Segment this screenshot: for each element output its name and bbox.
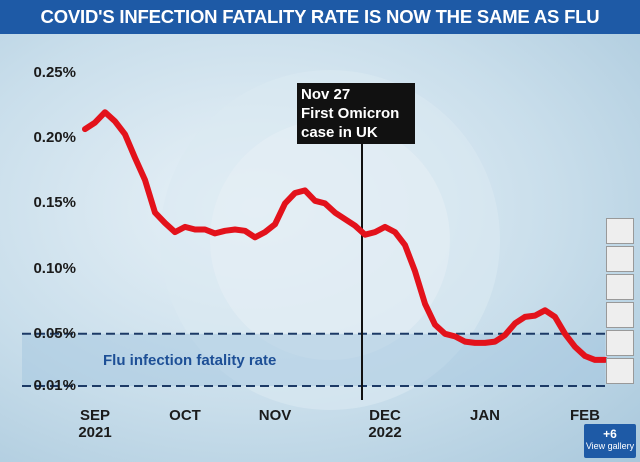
share-more[interactable] — [606, 358, 634, 384]
x-tick-label: NOV — [258, 407, 292, 424]
reference-band — [22, 333, 605, 386]
virus-backdrop — [210, 120, 450, 360]
share-link[interactable] — [606, 330, 634, 356]
share-facebook[interactable] — [606, 218, 634, 244]
y-tick-label: 0.10% — [33, 259, 76, 277]
gallery-count: +6 — [603, 427, 617, 441]
data-line — [82, 109, 608, 363]
share-pinterest[interactable] — [606, 274, 634, 300]
x-tick-label: DEC 2022 — [368, 407, 402, 441]
y-tick-label: 0.05% — [33, 324, 76, 342]
reference-label: Flu infection fatality rate — [103, 352, 276, 369]
y-tick-label: 0.25% — [33, 64, 76, 82]
x-tick-label: SEP 2021 — [78, 407, 112, 441]
gallery-label: View gallery — [585, 441, 635, 451]
y-tick-label: 0.15% — [33, 194, 76, 212]
gallery-button[interactable]: +6 View gallery — [584, 424, 636, 458]
chart-title: COVID'S INFECTION FATALITY RATE IS NOW T… — [0, 0, 640, 34]
annotation: Nov 27 First Omicron case in UK — [297, 83, 415, 144]
share-twitter[interactable] — [606, 246, 634, 272]
y-tick-label: 0.20% — [33, 129, 76, 147]
x-tick-label: JAN — [469, 407, 500, 424]
x-tick-label: OCT — [169, 407, 201, 424]
x-tick-label: FEB — [570, 407, 600, 424]
share-email[interactable] — [606, 302, 634, 328]
y-tick-label: 0.01% — [33, 376, 76, 394]
